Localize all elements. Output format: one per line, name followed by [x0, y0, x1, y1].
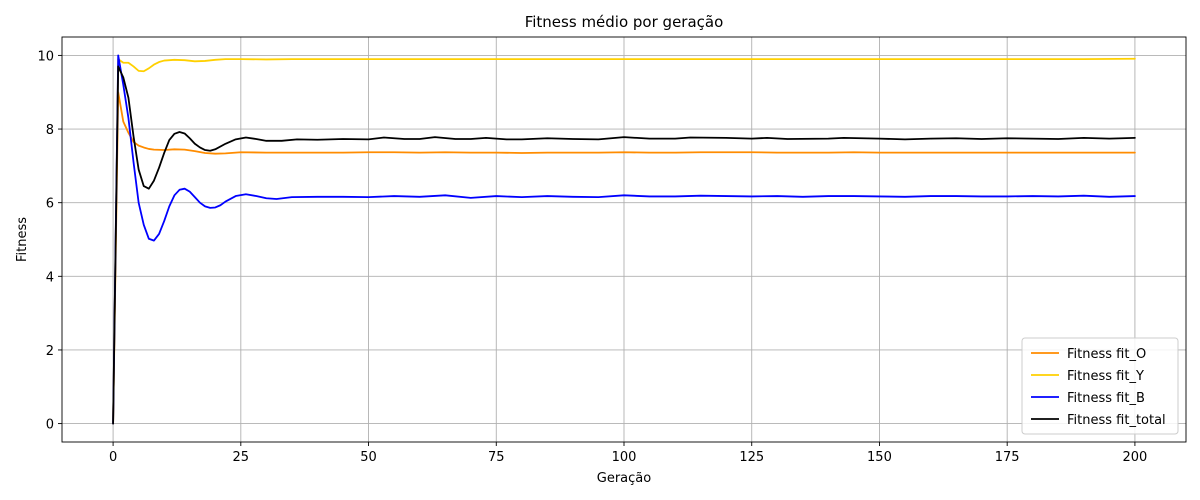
x-tick-label: 25	[233, 450, 250, 465]
x-tick-label: 75	[488, 450, 505, 465]
y-tick-label: 2	[46, 344, 54, 359]
legend-label-3: Fitness fit_total	[1067, 413, 1166, 428]
y-tick-label: 6	[46, 197, 54, 212]
x-tick-label: 175	[995, 450, 1020, 465]
series-line-2	[112, 54, 1136, 425]
series-line-3	[112, 65, 1136, 425]
x-tick-label: 0	[109, 450, 117, 465]
legend-label-2: Fitness fit_B	[1067, 391, 1145, 406]
y-tick-label: 10	[37, 49, 54, 64]
legend-label-1: Fitness fit_Y	[1067, 369, 1144, 384]
y-axis-label: Fitness	[15, 217, 30, 262]
chart-title: Fitness médio por geração	[525, 13, 724, 31]
x-tick-label: 100	[612, 450, 637, 465]
y-tick-label: 8	[46, 123, 54, 138]
legend: Fitness fit_O Fitness fit_Y Fitness fit_B F…	[1021, 337, 1179, 435]
x-tick-label: 125	[739, 450, 764, 465]
axis-ticks: 0 25 50 75 100 125 150 175 200 0 2 4 6 8 10	[37, 49, 1147, 465]
x-tick-label: 150	[867, 450, 892, 465]
x-tick-label: 200	[1122, 450, 1147, 465]
y-tick-label: 4	[46, 270, 54, 285]
legend-label-0: Fitness fit_O	[1067, 347, 1146, 362]
y-tick-label: 0	[46, 418, 54, 433]
grid	[62, 37, 1186, 442]
series-line-0	[112, 91, 1136, 425]
x-tick-label: 50	[360, 450, 377, 465]
series-lines	[112, 54, 1136, 425]
legend-box	[1021, 337, 1179, 435]
series-line-1	[112, 57, 1136, 425]
x-axis-label: Geração	[597, 471, 651, 486]
